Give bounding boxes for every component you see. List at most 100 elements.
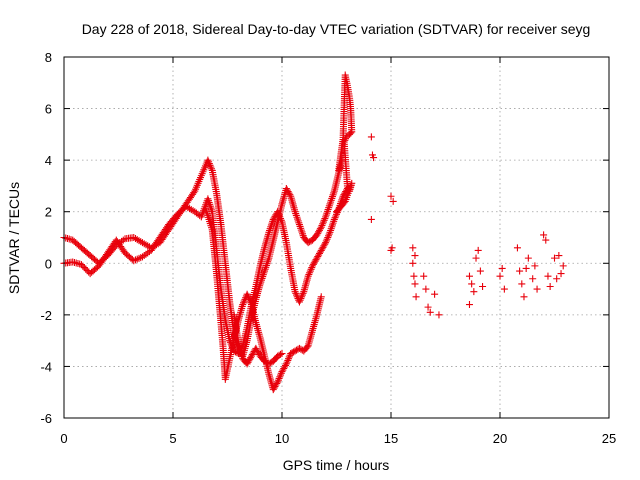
data-point-arc-a: [262, 263, 270, 271]
data-point-arc-b: [322, 237, 330, 245]
data-point-sparse: [474, 246, 482, 254]
data-point-arc-a: [205, 158, 213, 166]
data-point-arc-b: [323, 235, 331, 243]
data-point-arc-b: [328, 223, 336, 231]
data-point-arc-c: [270, 384, 278, 392]
data-point-arc-b: [315, 249, 323, 257]
data-point-sparse: [411, 280, 419, 288]
data-point-arc-a: [319, 218, 327, 226]
data-point-arc-c: [303, 343, 311, 351]
data-point-arc-b: [328, 221, 336, 229]
data-point-arc-b: [207, 204, 215, 212]
data-point-arc-b: [310, 259, 318, 267]
data-point-arc-b: [266, 225, 274, 233]
data-point-arc-a: [207, 163, 215, 171]
data-point-arc-b: [269, 215, 277, 223]
data-point-arc-b: [320, 242, 328, 250]
data-point-arc-b: [305, 270, 313, 278]
data-point-sparse: [540, 231, 548, 239]
data-point-sparse: [500, 285, 508, 293]
data-marks: [60, 71, 567, 394]
data-point-arc-a: [206, 161, 214, 169]
data-point-arc-b: [275, 211, 283, 219]
data-point-sparse: [524, 254, 532, 262]
data-point-arc-b: [291, 288, 299, 296]
data-point-arc-d: [254, 349, 262, 357]
data-point-arc-c: [274, 376, 282, 384]
data-point-sparse: [409, 259, 417, 267]
data-point-arc-e: [334, 206, 342, 214]
data-point-arc-c: [244, 292, 252, 300]
x-axis-label: GPS time / hours: [283, 457, 390, 473]
data-point-arc-b: [130, 257, 138, 265]
data-point-sparse: [412, 293, 420, 301]
chart-title: Day 228 of 2018, Sidereal Day-to-day VTE…: [82, 21, 591, 37]
x-tick-label: 15: [384, 431, 398, 446]
data-point-arc-c: [273, 379, 281, 387]
data-point-arc-c: [245, 295, 253, 303]
data-point-arc-b: [306, 267, 314, 275]
data-point-arc-a: [284, 188, 292, 196]
data-point-arc-a: [323, 207, 331, 215]
data-point-sparse: [409, 244, 417, 252]
data-point-arc-b: [274, 208, 282, 216]
data-point-arc-b: [267, 221, 275, 229]
data-point-arc-c: [243, 290, 251, 298]
data-point-sparse: [387, 192, 395, 200]
data-point-sparse: [389, 197, 397, 205]
data-point-arc-e: [342, 133, 350, 141]
data-point-arc-b: [321, 240, 329, 248]
data-point-arc-a: [295, 219, 303, 227]
data-point-arc-a: [293, 213, 301, 221]
data-point-arc-b: [135, 254, 143, 262]
data-point-arc-a: [282, 185, 290, 193]
data-point-arc-b: [133, 255, 141, 263]
data-point-arc-a: [304, 239, 312, 247]
data-point-arc-c: [290, 348, 298, 356]
data-point-arc-a: [328, 193, 336, 201]
data-point-arc-d: [274, 352, 282, 360]
data-point-sparse: [470, 288, 478, 296]
y-tick-label: 2: [45, 205, 52, 220]
data-point-sparse: [520, 293, 528, 301]
data-point-arc-a: [119, 236, 127, 244]
data-point-arc-a: [330, 189, 338, 197]
data-point-arc-a: [292, 210, 300, 218]
data-point-arc-d: [266, 359, 274, 367]
x-tick-label: 20: [493, 431, 507, 446]
data-point-arc-b: [306, 269, 314, 277]
data-point-arc-a: [318, 221, 326, 229]
data-point-sparse: [465, 301, 473, 309]
data-point-sparse: [388, 244, 396, 252]
data-point-arc-a: [321, 215, 329, 223]
data-point-arc-b: [274, 209, 282, 217]
data-point-arc-b: [296, 296, 304, 304]
data-point-arc-d: [261, 357, 269, 365]
data-point-arc-c: [279, 366, 287, 374]
data-point-arc-c: [291, 347, 299, 355]
data-point-sparse: [367, 215, 375, 223]
grid-lines: [64, 57, 609, 418]
data-point-arc-b: [308, 264, 316, 272]
data-point-arc-a: [306, 238, 314, 246]
data-point-arc-b: [277, 215, 285, 223]
data-point-arc-a: [294, 217, 302, 225]
data-point-arc-b: [295, 298, 303, 306]
data-point-sparse: [410, 272, 418, 280]
data-point-arc-d: [252, 344, 260, 352]
data-point-arc-a: [295, 221, 303, 229]
data-point-arc-b: [322, 239, 330, 247]
x-tick-label: 10: [275, 431, 289, 446]
axis-ticks: 0 5 10 15 20 25 -6 -4 -2 0 2 4 6 8: [40, 50, 616, 446]
data-point-sparse: [531, 262, 539, 270]
data-point-arc-a: [297, 224, 305, 232]
data-point-arc-d: [265, 360, 273, 368]
data-point-arc-c: [239, 301, 247, 309]
data-point-arc-a: [315, 228, 323, 236]
data-point-arc-a: [262, 261, 270, 269]
data-point-arc-b: [298, 293, 306, 301]
data-point-arc-a: [297, 226, 305, 234]
data-point-arc-b: [299, 289, 307, 297]
data-point-arc-b: [292, 289, 300, 297]
data-point-sparse: [496, 272, 504, 280]
